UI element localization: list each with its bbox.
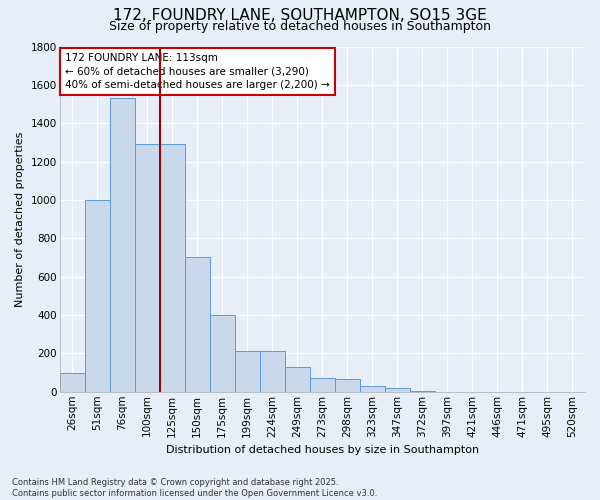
X-axis label: Distribution of detached houses by size in Southampton: Distribution of detached houses by size …: [166, 445, 479, 455]
Bar: [110, 98, 134, 392]
Bar: [385, 388, 410, 392]
Text: Size of property relative to detached houses in Southampton: Size of property relative to detached ho…: [109, 20, 491, 33]
Bar: [235, 350, 260, 392]
Bar: [185, 258, 210, 392]
Bar: [260, 350, 285, 392]
Y-axis label: Number of detached properties: Number of detached properties: [15, 132, 25, 307]
Bar: [210, 315, 235, 392]
Bar: [410, 391, 435, 392]
Bar: [134, 144, 160, 392]
Bar: [59, 372, 85, 392]
Text: 172 FOUNDRY LANE: 113sqm
← 60% of detached houses are smaller (3,290)
40% of sem: 172 FOUNDRY LANE: 113sqm ← 60% of detach…: [65, 54, 329, 90]
Bar: [335, 380, 360, 392]
Text: Contains HM Land Registry data © Crown copyright and database right 2025.
Contai: Contains HM Land Registry data © Crown c…: [12, 478, 377, 498]
Bar: [160, 144, 185, 392]
Text: 172, FOUNDRY LANE, SOUTHAMPTON, SO15 3GE: 172, FOUNDRY LANE, SOUTHAMPTON, SO15 3GE: [113, 8, 487, 22]
Bar: [285, 367, 310, 392]
Bar: [360, 386, 385, 392]
Bar: [310, 378, 335, 392]
Bar: [85, 200, 110, 392]
